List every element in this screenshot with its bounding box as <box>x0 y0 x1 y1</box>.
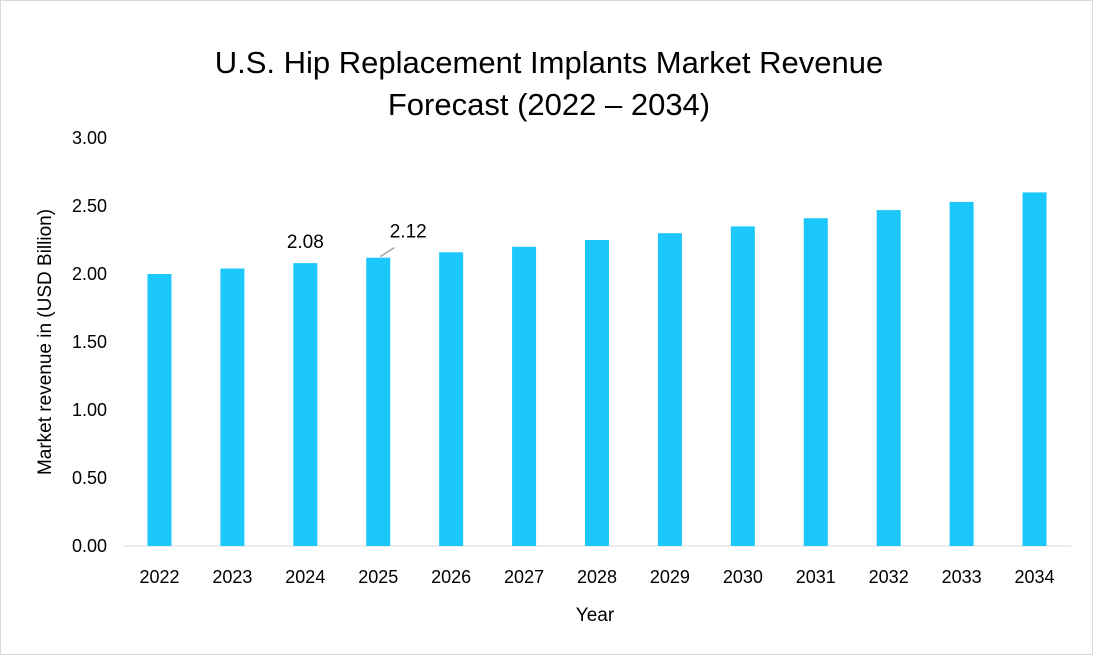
bar-2028 <box>585 240 609 546</box>
y-tick-label: 2.00 <box>72 264 107 284</box>
bar-2029 <box>657 233 682 546</box>
y-tick-label: 1.50 <box>72 332 107 352</box>
x-tick-label: 2026 <box>431 567 471 587</box>
data-label-leader-line <box>379 247 395 258</box>
x-axis-label: Year <box>576 605 615 626</box>
chart-title-line-2: Forecast (2022 – 2034) <box>388 87 710 122</box>
data-label: 2.12 <box>390 222 427 243</box>
data-label: 2.08 <box>287 232 324 253</box>
x-tick-label: 2023 <box>212 567 252 587</box>
y-tick-label: 3.00 <box>72 128 107 148</box>
y-tick-label: 0.50 <box>72 468 107 488</box>
bar-2022 <box>147 274 172 546</box>
bar-2024 <box>293 263 318 546</box>
y-tick-label: 2.50 <box>72 196 107 216</box>
bar-2031 <box>803 218 828 547</box>
x-tick-label: 2027 <box>504 567 544 587</box>
x-tick-label: 2024 <box>285 567 325 587</box>
bar-2027 <box>512 246 537 547</box>
x-tick-label: 2034 <box>1015 567 1055 587</box>
bar-2030 <box>730 226 755 546</box>
x-tick-label: 2033 <box>942 567 982 587</box>
bar-2025 <box>366 257 391 546</box>
bar-2026 <box>439 252 464 547</box>
x-tick-label: 2029 <box>650 567 690 587</box>
bar-2023 <box>220 268 245 546</box>
x-tick-label: 2032 <box>869 567 909 587</box>
y-tick-label: 1.00 <box>72 400 107 420</box>
y-tick-label: 0.00 <box>72 536 107 556</box>
y-axis-label: Market revenue in (USD Billion) <box>35 209 56 475</box>
x-tick-label: 2030 <box>723 567 763 587</box>
x-tick-label: 2022 <box>139 567 179 587</box>
x-tick-label: 2025 <box>358 567 398 587</box>
x-tick-label: 2031 <box>796 567 836 587</box>
bar-2034 <box>1022 192 1047 546</box>
x-tick-label: 2028 <box>577 567 617 587</box>
bar-2033 <box>949 201 974 547</box>
bar-2032 <box>876 210 901 546</box>
chart-title-line-1: U.S. Hip Replacement Implants Market Rev… <box>215 45 884 80</box>
